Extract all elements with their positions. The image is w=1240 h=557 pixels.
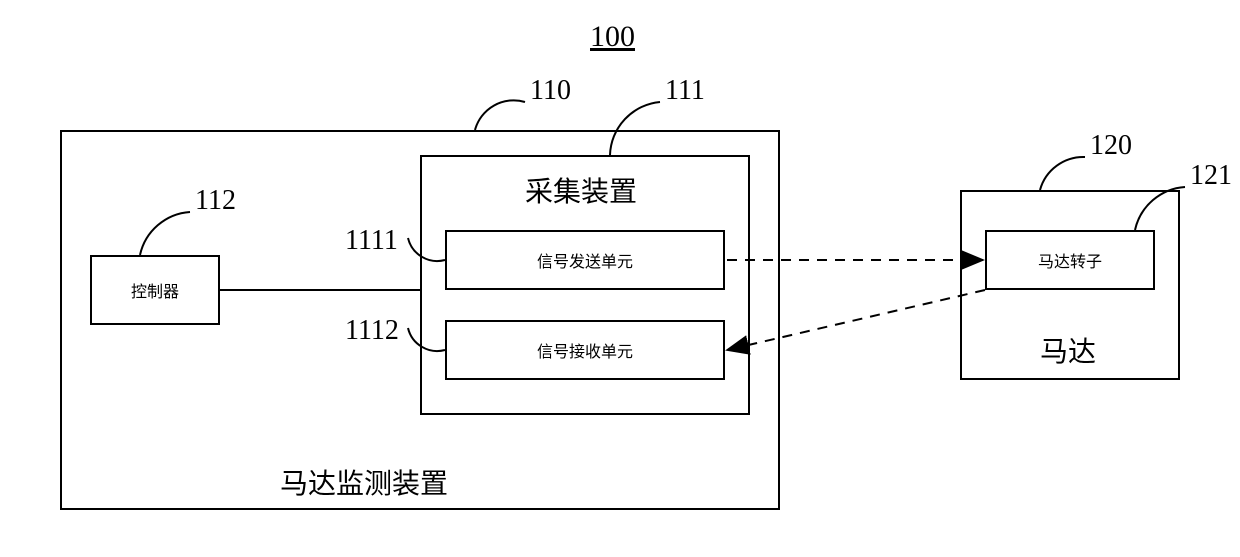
controller-label: 控制器 <box>131 278 179 302</box>
ref-112: 112 <box>195 185 236 217</box>
ref-110: 110 <box>530 75 571 107</box>
rotor-box: 马达转子 <box>985 230 1155 290</box>
ref-120: 120 <box>1090 130 1132 162</box>
collector-label: 采集装置 <box>525 170 637 210</box>
motor-label: 马达 <box>1040 330 1096 370</box>
tx-unit-box: 信号发送单元 <box>445 230 725 290</box>
ref-1112: 1112 <box>345 315 399 347</box>
leader-120 <box>1040 157 1085 190</box>
ref-121: 121 <box>1190 160 1232 192</box>
leader-110 <box>475 100 525 130</box>
diagram-title: 100 <box>590 20 635 54</box>
tx-unit-label: 信号发送单元 <box>537 248 633 272</box>
ref-1111: 1111 <box>345 225 398 257</box>
rx-unit-box: 信号接收单元 <box>445 320 725 380</box>
rx-unit-label: 信号接收单元 <box>537 338 633 362</box>
ref-111: 111 <box>665 75 705 107</box>
rotor-label: 马达转子 <box>1038 248 1102 272</box>
monitor-device-label: 马达监测装置 <box>280 462 448 502</box>
controller-box: 控制器 <box>90 255 220 325</box>
